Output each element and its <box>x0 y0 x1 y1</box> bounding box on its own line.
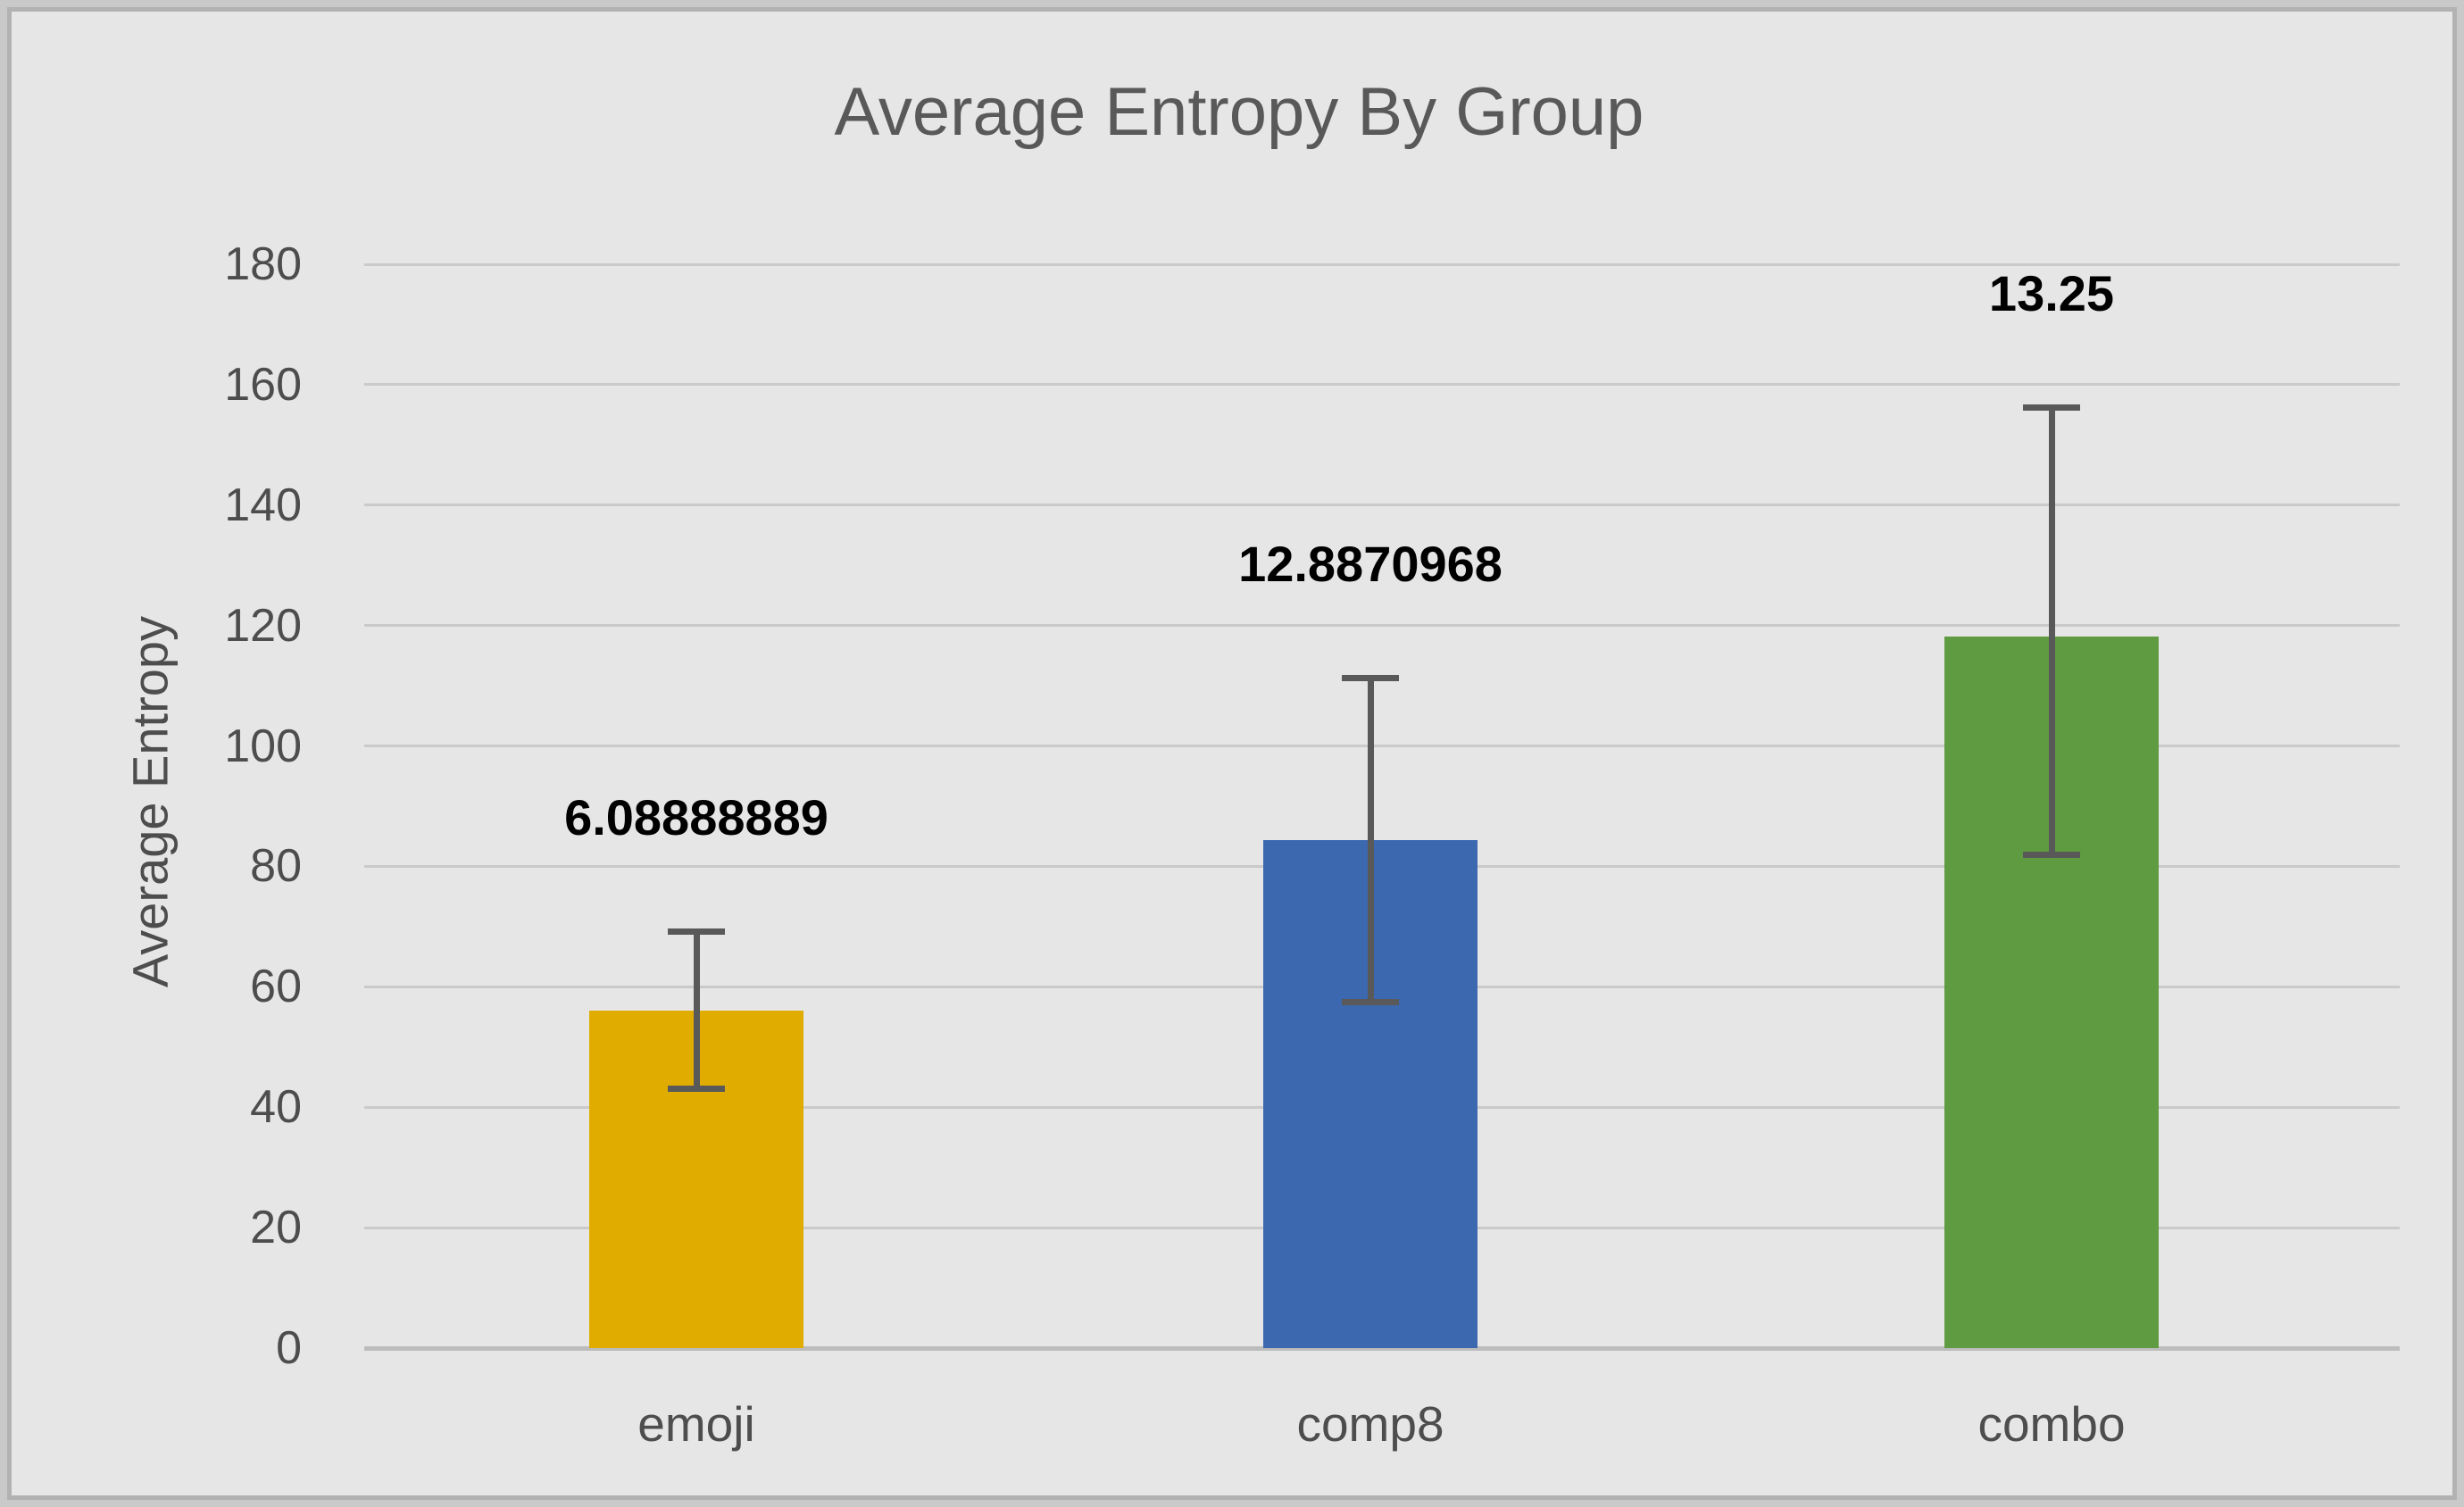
x-axis-label-comp8: comp8 <box>1296 1396 1444 1452</box>
data-label-combo: 13.25 <box>1988 264 2115 321</box>
data-label-emoji: 6.08888889 <box>564 788 828 845</box>
x-axis-label-combo: combo <box>1977 1396 2126 1452</box>
y-tick-label: 140 <box>224 479 302 531</box>
y-tick-label: 100 <box>224 720 302 772</box>
error-bar-line <box>1367 678 1374 1002</box>
y-tick-label: 60 <box>250 961 302 1013</box>
y-tick-label: 80 <box>250 840 302 893</box>
gridline <box>364 262 2400 266</box>
error-bar-cap-bottom <box>2023 852 2080 858</box>
error-bar-cap-bottom <box>1342 998 1399 1005</box>
gridline <box>364 504 2400 507</box>
error-bar-cap-top <box>1342 675 1399 682</box>
error-bar-cap-bottom <box>668 1085 725 1092</box>
error-bar-line <box>2048 406 2055 854</box>
error-bar-cap-top <box>668 928 725 935</box>
data-label-comp8: 12.8870968 <box>1238 536 1503 593</box>
gridline <box>364 383 2400 387</box>
y-tick-label: 0 <box>276 1322 302 1374</box>
y-tick-label: 40 <box>250 1081 302 1134</box>
x-axis-label-emoji: emoji <box>637 1396 755 1452</box>
y-tick-label: 160 <box>224 358 302 411</box>
error-bar-cap-top <box>2023 404 2080 411</box>
gridline <box>364 624 2400 628</box>
chart-title: Average Entropy By Group <box>834 74 1644 150</box>
y-tick-label: 20 <box>250 1202 302 1254</box>
gridline <box>364 745 2400 748</box>
y-tick-label: 180 <box>224 238 302 290</box>
axis-zero-line <box>364 1346 2400 1351</box>
error-bar-line <box>693 930 700 1088</box>
y-tick-label: 120 <box>224 599 302 652</box>
y-axis-title: Average Entropy <box>121 615 179 988</box>
